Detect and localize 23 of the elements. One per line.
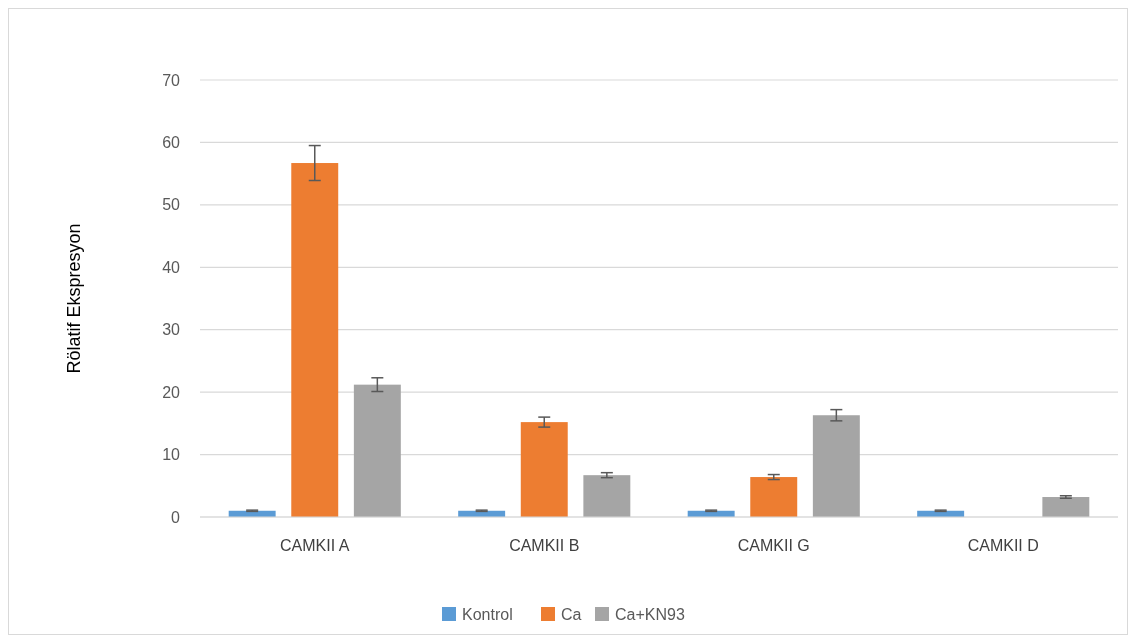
legend-label: Ca bbox=[561, 605, 582, 623]
y-tick-label: 20 bbox=[162, 383, 181, 401]
y-tick-label: 30 bbox=[162, 321, 181, 339]
bar bbox=[1042, 497, 1090, 517]
y-axis-title: Rölatif Ekspresyon bbox=[64, 223, 84, 374]
y-tick-label: 40 bbox=[162, 258, 181, 276]
y-tick-label: 50 bbox=[162, 196, 181, 214]
legend-label: Ca+KN93 bbox=[615, 605, 685, 623]
bar bbox=[812, 415, 860, 517]
bar bbox=[583, 475, 631, 517]
x-tick-label: CAMKII G bbox=[737, 537, 810, 554]
bar bbox=[750, 477, 798, 517]
bar bbox=[353, 384, 401, 517]
y-tick-label: 10 bbox=[162, 446, 181, 464]
x-tick-label: CAMKII B bbox=[509, 537, 580, 554]
y-tick-label: 70 bbox=[162, 71, 181, 89]
bar bbox=[520, 422, 568, 517]
x-tick-label: CAMKII A bbox=[280, 537, 350, 554]
x-tick-label: CAMKII D bbox=[967, 537, 1039, 554]
y-tick-label: 0 bbox=[171, 508, 181, 526]
bar bbox=[291, 163, 339, 517]
legend-label: Kontrol bbox=[462, 605, 513, 623]
y-tick-label: 60 bbox=[162, 134, 181, 152]
